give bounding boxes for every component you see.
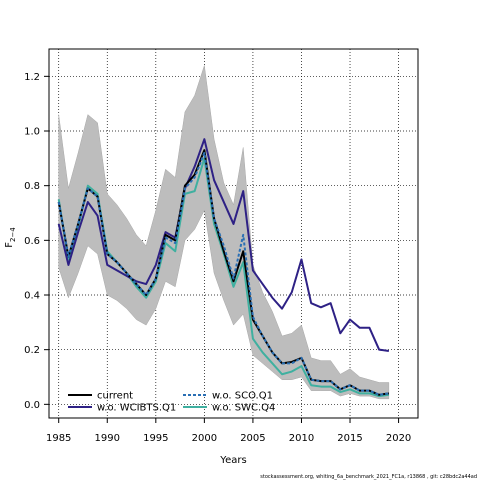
y-axis-title: F2−4 <box>4 227 17 248</box>
x-tick-label: 2020 <box>386 433 411 444</box>
y-tick-label: 0.4 <box>24 291 40 302</box>
axis-layer: 1985 1990 1995 2000 2005 2010 2015 2020 0.0 0.2 0.… <box>24 72 411 444</box>
confidence-band <box>58 65 390 400</box>
y-axis-title-subscript: 2−4 <box>9 227 17 242</box>
legend-label: current <box>97 391 133 402</box>
x-tick-label: 2000 <box>192 433 217 444</box>
series-line-w-o-wcibts-q1 <box>57 138 390 353</box>
x-tick-label: 2015 <box>337 433 362 444</box>
legend-label: w.o. SCO.Q1 <box>212 391 273 402</box>
y-tick-label: 0.6 <box>24 236 40 247</box>
x-tick-label: 1990 <box>95 433 120 444</box>
series-layer <box>57 138 390 398</box>
y-tick-label: 1.2 <box>24 72 40 83</box>
x-axis-title: Years <box>219 455 246 466</box>
plot-frame <box>48 48 419 419</box>
y-tick-label: 1.0 <box>24 127 40 138</box>
confidence-band-layer <box>58 65 390 400</box>
y-tick-label: 0.0 <box>24 400 40 411</box>
y-axis-title-main: F <box>4 242 15 248</box>
legend-label: w.o. WCIBTS.Q1 <box>97 403 176 414</box>
footnote: stockassessment.org, whiting_6a_benchmar… <box>260 474 477 480</box>
x-tick-label: 1995 <box>143 433 168 444</box>
legend-label: w.o. SWC.Q4 <box>212 403 275 414</box>
series-line-w-o-sco-q1 <box>57 151 390 396</box>
y-tick-label: 0.2 <box>24 345 40 356</box>
x-tick-label: 2010 <box>289 433 314 444</box>
y-tick-label: 0.8 <box>24 181 40 192</box>
x-tick-label: 1985 <box>46 433 71 444</box>
x-tick-label: 2005 <box>240 433 265 444</box>
